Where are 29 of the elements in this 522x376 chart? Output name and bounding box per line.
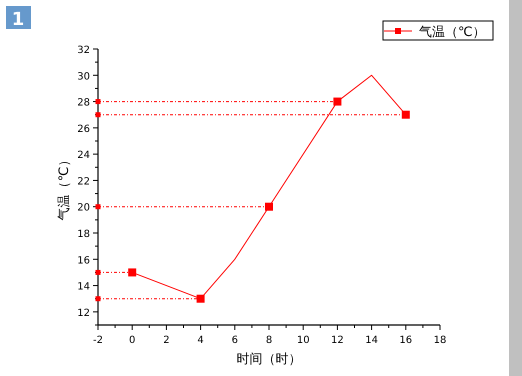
y-tick-label: 16 [77,255,90,266]
legend-label: 气温（℃） [419,25,486,40]
x-tick-label: 18 [434,335,446,346]
y-tick-label: 28 [77,98,90,109]
x-tick-label: 8 [266,335,272,346]
point [96,99,100,104]
y-tick-label: 20 [77,202,90,214]
x-tick-label: 2 [163,335,170,346]
y-tick-label: 18 [77,229,90,240]
y-tick-label: 24 [77,150,90,162]
point [96,204,100,210]
annotation: 1 [6,6,31,30]
y-tick-label: 22 [77,176,90,188]
y-tick-label: 32 [77,45,90,56]
x-axis-title: 时间（时） [236,352,302,367]
y-tick-label: 30 [77,71,90,82]
y-tick-label: 14 [77,282,90,293]
x-tick-label: 10 [296,335,310,346]
y-tick-label: 12 [77,308,90,319]
x-tick-label: -2 [93,335,103,346]
legend: 气温（℃） [382,20,494,40]
y-tick-label: 26 [77,124,90,135]
y-axis-title: 气温（℃） [57,154,72,220]
x-tick-label: 6 [232,335,238,346]
x-tick-label: 0 [129,335,136,346]
x-tick-label: 14 [365,335,378,346]
x-tick-label: 12 [331,335,344,346]
x-tick-label: 4 [197,335,204,346]
x-tick-label: 16 [399,335,412,346]
